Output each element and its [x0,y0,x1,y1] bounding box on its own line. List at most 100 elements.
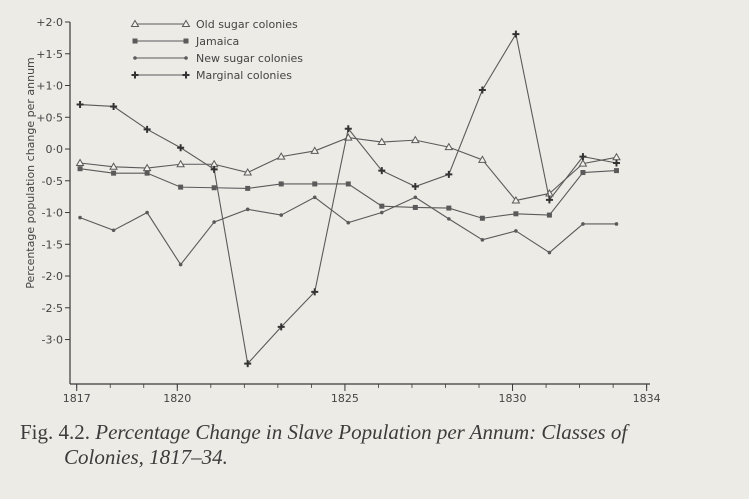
data-point-jamaica [379,203,385,209]
data-point-marginal-colonies [512,30,520,38]
data-point-marginal-colonies [110,102,118,110]
x-tick-label: 1834 [633,392,661,405]
y-tick-label: -1·5 [42,238,63,251]
data-point-marginal-colonies [344,125,352,133]
data-point-old-sugar-colonies [243,168,253,176]
legend-marker-new-sugar-colonies [184,56,188,60]
series-line-new-sugar-colonies [79,196,617,266]
data-point-old-sugar-colonies [109,162,118,170]
data-point-new-sugar-colonies [111,228,116,233]
data-point-jamaica [580,170,586,176]
caption-title-line-2: Colonies, 1817–34. [64,445,228,469]
line-chart: +2·0 +1·5 +1·0 +0·5 0·0 -0·5 -1·0 -1·5 -2·0 -2·5 -… [24,16,661,405]
y-tick-label: +1·0 [36,80,63,93]
chart-axes: +2·0 +1·5 +1·0 +0·5 0·0 -0·5 -1·0 -1·5 -2·0 -2·5 -… [24,16,661,405]
data-point-old-sugar-colonies [310,146,320,154]
data-point-new-sugar-colonies [279,213,284,217]
data-point-jamaica [111,170,117,176]
data-point-old-sugar-colonies [176,159,186,168]
data-point-jamaica [144,170,150,176]
data-point-jamaica [178,184,184,190]
figure-caption: Fig. 4.2. Percentage Change in Slave Pop… [20,420,735,470]
chart-series [75,30,621,368]
data-point-marginal-colonies [612,159,620,167]
data-point-new-sugar-colonies [78,215,82,220]
data-point-new-sugar-colonies [514,229,518,233]
caption-figure-number: Fig. 4.2. [20,420,91,444]
legend-marker-old-sugar-colonies [130,19,140,27]
legend-marker-new-sugar-colonies [133,56,137,60]
data-point-jamaica [446,205,452,211]
data-point-marginal-colonies [478,86,486,94]
data-point-marginal-colonies [411,182,419,190]
data-point-marginal-colonies [143,125,151,133]
legend-label-marginal-colonies: Marginal colonies [196,69,292,82]
data-point-marginal-colonies [445,170,453,178]
legend-marker-old-sugar-colonies [181,19,191,27]
data-point-jamaica [345,181,351,187]
y-tick-label: +0·5 [36,111,63,124]
data-point-new-sugar-colonies [413,195,418,200]
legend-marker-marginal-colonies [131,71,139,79]
data-point-old-sugar-colonies [612,152,621,161]
y-tick-label: -2·5 [42,302,63,315]
data-point-jamaica [546,212,552,218]
data-point-new-sugar-colonies [245,207,250,212]
data-point-jamaica [278,181,284,187]
legend-marker-marginal-colonies [182,71,190,79]
data-point-old-sugar-colonies [477,155,487,163]
caption-title-line-1: Percentage Change in Slave Population pe… [95,420,628,444]
data-point-marginal-colonies [311,288,319,296]
legend-label-jamaica: Jamaica [195,35,239,48]
data-point-new-sugar-colonies [480,238,485,242]
data-point-jamaica [77,166,83,172]
data-point-marginal-colonies [244,360,252,368]
y-tick-label: +1·5 [36,48,63,61]
data-point-jamaica [513,211,519,217]
y-tick-label: +2·0 [36,16,63,29]
data-point-jamaica [412,204,418,210]
x-tick-label: 1820 [163,392,191,405]
data-point-old-sugar-colonies [578,159,588,167]
y-tick-label: -3·0 [42,334,63,347]
y-tick-label: -2·0 [42,270,63,283]
x-tick-label: 1825 [331,392,359,405]
data-point-jamaica [613,168,619,174]
x-tick-label: 1817 [63,392,91,405]
legend-marker-jamaica [183,38,189,44]
data-point-new-sugar-colonies [581,222,585,226]
y-tick-label: -0·5 [42,175,63,188]
data-point-marginal-colonies [277,323,285,331]
data-point-jamaica [245,185,251,191]
x-tick-label: 1830 [499,392,527,405]
chart-legend: Old sugar colonies Jamaica New sugar colon… [130,18,303,82]
y-tick-label: 0·0 [46,143,64,156]
data-point-jamaica [479,215,485,221]
data-point-new-sugar-colonies [178,262,183,267]
data-point-jamaica [312,181,318,187]
data-point-marginal-colonies [545,196,553,204]
legend-label-new-sugar-colonies: New sugar colonies [196,52,303,65]
series-line-old-sugar-colonies [79,137,617,202]
data-point-marginal-colonies [76,101,84,109]
data-point-old-sugar-colonies [511,195,521,204]
data-point-new-sugar-colonies [346,220,351,225]
data-point-old-sugar-colonies [444,142,454,151]
data-point-new-sugar-colonies [212,220,216,224]
data-point-new-sugar-colonies [312,195,317,200]
y-tick-label: -1·0 [42,207,63,220]
legend-label-old-sugar-colonies: Old sugar colonies [196,18,298,31]
data-point-marginal-colonies [210,165,218,173]
series-line-marginal-colonies [80,32,617,365]
data-point-old-sugar-colonies [377,137,387,146]
data-point-old-sugar-colonies [410,135,420,144]
data-point-old-sugar-colonies [276,152,286,160]
data-point-new-sugar-colonies [379,210,384,215]
data-point-marginal-colonies [177,144,185,152]
data-point-new-sugar-colonies [447,217,451,221]
data-point-old-sugar-colonies [142,163,152,172]
data-point-new-sugar-colonies [145,210,149,215]
data-point-new-sugar-colonies [614,222,619,226]
data-point-marginal-colonies [579,153,587,161]
y-axis-label: Percentage population change per annum [24,57,37,289]
